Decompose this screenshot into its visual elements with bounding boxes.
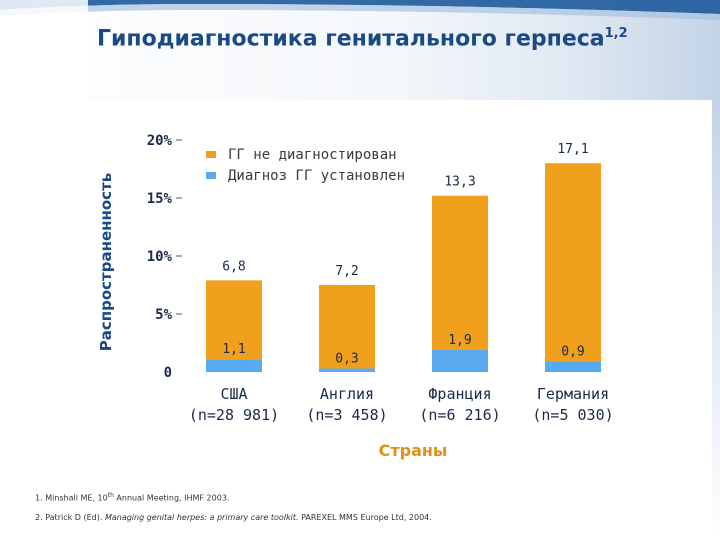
category-sample-size: (n=5 030)	[532, 406, 614, 424]
footnote-2: 2. Patrick D (Ed). Managing genital herp…	[35, 508, 432, 527]
legend-swatch-undiagnosed	[206, 151, 216, 158]
bar-undiagnosed	[545, 163, 601, 362]
footnote-1: 1. Minshall ME, 10th Annual Meeting, IHM…	[35, 486, 432, 508]
bar-diagnosed	[545, 361, 601, 372]
category-sample-size: (n=3 458)	[306, 406, 388, 424]
y-tick-label: 10%	[147, 249, 173, 265]
y-tick-label: 20%	[147, 133, 173, 149]
data-label-diagnosed: 0,9	[561, 345, 584, 360]
category-name: США	[220, 385, 248, 403]
footnote-number: 1.	[35, 493, 43, 503]
footnote-text: PAREXEL MMS Europe Ltd, 2004.	[298, 512, 432, 522]
bar-undiagnosed	[206, 280, 262, 360]
x-tick-label-france: Франция (n=6 216)	[419, 384, 500, 426]
category-sample-size: (n=6 216)	[419, 406, 501, 424]
x-tick-label-germany: Германия (n=5 030)	[532, 384, 613, 426]
y-axis-label: Распространенность	[97, 172, 115, 352]
page-title: Гиподиагностика генитального герпеса1,2	[97, 26, 628, 51]
footnote-number: 2.	[35, 512, 43, 522]
category-name: Франция	[428, 385, 492, 403]
data-label-diagnosed: 1,1	[222, 342, 245, 357]
legend-label-undiagnosed: ГГ не диагностирован	[228, 146, 397, 163]
data-label-undiagnosed: 13,3	[444, 175, 475, 190]
x-tick-label-england: Англия (n=3 458)	[306, 384, 387, 426]
data-label-diagnosed: 0,3	[335, 352, 358, 367]
footnote-text: Annual Meeting, IHMF 2003.	[113, 493, 230, 503]
slide-frame-edge	[712, 100, 720, 540]
footnote-text: Patrick D (Ed).	[45, 512, 105, 522]
bar-diagnosed	[319, 368, 375, 372]
y-axis: 0 5% 10% 15% 20%	[147, 133, 182, 381]
x-tick-label-usa: США (n=28 981)	[189, 384, 279, 426]
x-axis-title: Страны	[378, 441, 448, 460]
y-tick-label: 5%	[155, 307, 172, 323]
data-label-undiagnosed: 17,1	[557, 142, 588, 157]
footnote-superscript: th	[107, 492, 114, 499]
page-title-text: Гиподиагностика генитального герпеса	[97, 26, 605, 52]
bar-undiagnosed	[432, 195, 488, 350]
legend-label-diagnosed: Диагноз ГГ установлен	[228, 167, 406, 184]
header-swoosh-graphic	[0, 0, 720, 100]
footnote-book-title: Managing genital herpes: a primary care …	[104, 512, 299, 522]
bar-diagnosed	[206, 359, 262, 372]
bar-diagnosed	[432, 349, 488, 372]
y-tick-label: 0	[164, 365, 172, 381]
bars-group: 6,8 1,1 7,2 0,3 13,3 1,9 17,1 0,9	[206, 142, 601, 372]
footnotes: 1. Minshall ME, 10th Annual Meeting, IHM…	[35, 486, 432, 527]
y-tick-label: 15%	[147, 191, 173, 207]
legend-item-undiagnosed: ГГ не диагностирован	[206, 144, 405, 165]
data-label-undiagnosed: 7,2	[335, 264, 358, 279]
category-sample-size: (n=28 981)	[188, 406, 280, 424]
legend: ГГ не диагностирован Диагноз ГГ установл…	[206, 144, 405, 186]
category-name: Германия	[536, 385, 610, 403]
data-label-diagnosed: 1,9	[448, 333, 471, 348]
title-reference: 1,2	[604, 26, 628, 41]
footnote-text: Minshall ME, 10	[45, 493, 108, 503]
slide-header: Гиподиагностика генитального герпеса1,2	[0, 0, 720, 100]
bar-undiagnosed	[319, 285, 375, 369]
data-label-undiagnosed: 6,8	[222, 259, 245, 274]
legend-item-diagnosed: Диагноз ГГ установлен	[206, 165, 405, 186]
category-name: Англия	[319, 385, 375, 403]
legend-swatch-diagnosed	[206, 172, 216, 179]
